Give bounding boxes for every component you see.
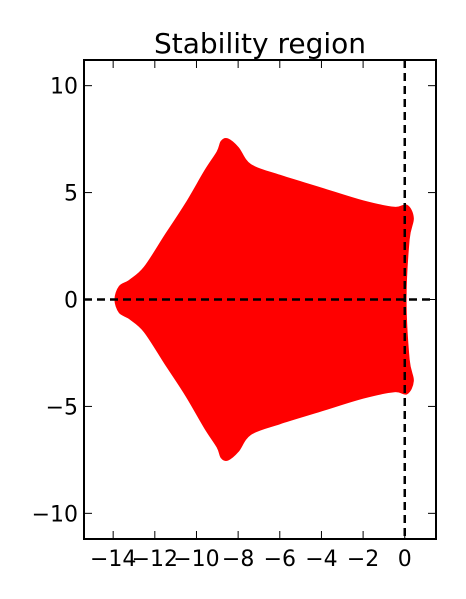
x-tick-label: −14 (90, 547, 136, 572)
x-tick-label: −12 (132, 547, 178, 572)
x-tick-label: −2 (347, 547, 379, 572)
y-tick-label: −10 (32, 502, 78, 527)
x-tick-label: −10 (173, 547, 219, 572)
y-tick-label: 0 (64, 289, 78, 314)
y-tick-label: 10 (50, 75, 78, 100)
x-tick-label: −6 (264, 547, 296, 572)
x-tick-label: 0 (398, 547, 412, 572)
stability-region (114, 137, 414, 462)
chart-title: Stability region (154, 27, 366, 60)
y-tick-label: −5 (46, 395, 78, 420)
plot-area (84, 60, 436, 539)
x-tick-label: −8 (222, 547, 254, 572)
x-tick-label: −4 (305, 547, 337, 572)
y-tick-label: 5 (64, 182, 78, 207)
